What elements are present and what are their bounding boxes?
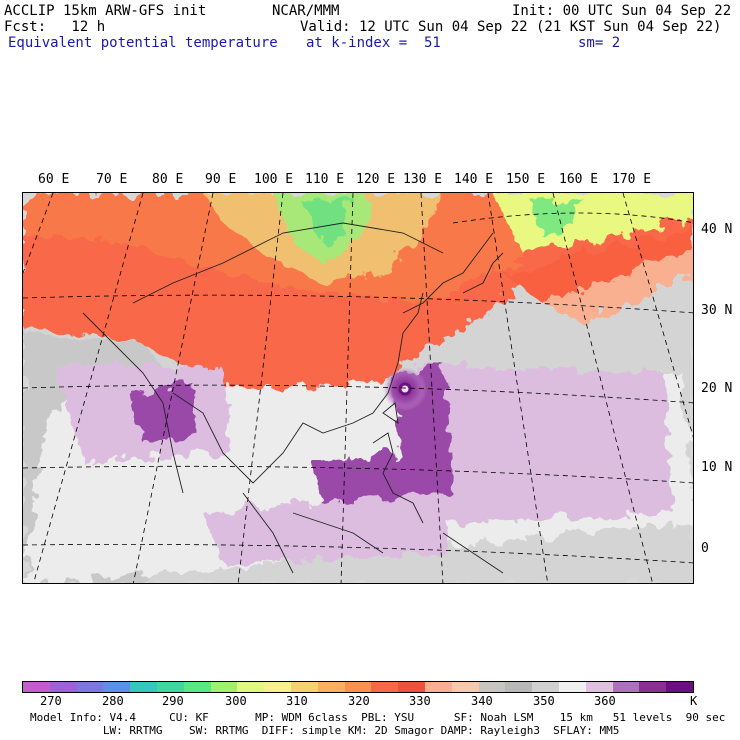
colorbar-swatch [156,682,184,692]
colorbar-swatch [103,682,131,692]
latitude-label: 30 N [701,303,733,318]
longitude-label: 120 E [356,172,396,187]
longitude-label: 160 E [559,172,599,187]
coastlines [82,222,504,574]
colorbar-swatch [532,682,559,692]
colorbar-tick-label: 310 [286,694,308,708]
longitude-label: 60 E [38,172,70,187]
colorbar-swatch [76,682,104,692]
colorbar-swatch [398,682,425,692]
colorbar-swatch [130,682,157,692]
colorbar-swatch [344,682,372,692]
title-run: ACCLIP 15km ARW-GFS init [4,3,207,19]
valid-time: Valid: 12 UTC Sun 04 Sep 22 (21 KST Sun … [300,19,722,35]
colorbar-tick-label: 270 [40,694,62,708]
pale-band-pacific [543,248,693,323]
colorbar-tick-label: 350 [533,694,555,708]
model-info-line2: LW: RRTMG SW: RRTMG DIFF: simple KM: 2D … [30,724,620,737]
colorbar-tick-label: 320 [348,694,370,708]
colorbar-swatch [585,682,613,692]
colorbar-unit: K [690,694,698,708]
forecast-hour: Fcst: 12 h [4,19,106,35]
colorbar-tick-label: 340 [471,694,493,708]
map-canvas [23,193,693,583]
longitude-label: 170 E [612,172,652,187]
green-ne [533,198,583,233]
colorbar-tick-label: 360 [594,694,616,708]
colorbar-swatch [424,682,452,692]
colorbar-swatch [317,682,345,692]
lavender-south [203,493,453,563]
colorbar-swatch [264,682,291,692]
latitude-label: 20 N [701,381,733,396]
colorbar-swatch [478,682,506,692]
init-time: Init: 00 UTC Sun 04 Sep 22 [512,3,732,19]
colorbar-swatch [505,682,533,692]
colorbar-swatch [183,682,211,692]
colorbar-swatch [23,682,50,692]
map-panel [22,192,694,584]
colorbar-swatch [210,682,238,692]
longitude-label: 150 E [506,172,546,187]
longitude-label: 130 E [403,172,443,187]
colorbar-swatch [237,682,265,692]
colorbar-tick-label: 330 [409,694,431,708]
colorbar-swatch [639,682,667,692]
warm-band-pacific [503,228,693,303]
colorbar-swatch [558,682,586,692]
longitude-label: 80 E [152,172,184,187]
k-index: at k-index = 51 [306,35,441,51]
colorbar-swatch [612,682,640,692]
smoothing: sm= 2 [578,35,621,51]
longitude-label: 70 E [96,172,128,187]
colorbar-swatch [371,682,399,692]
latitude-label: 10 N [701,460,733,475]
colorbar-tick-label: 300 [225,694,247,708]
colorbar-swatch [666,682,693,692]
colorbar-tick-label: 290 [162,694,184,708]
title-org: NCAR/MMM [272,3,340,19]
longitude-label: 140 E [454,172,494,187]
model-info-line1: Model Info: V4.4 CU: KF MP: WDM 6class P… [30,711,726,724]
lavender-west-pacific [413,363,673,523]
colorbar-swatch [49,682,77,692]
purple-bay-of-bengal [133,383,198,443]
colorbar-swatch [290,682,318,692]
colorbar-swatch [451,682,479,692]
longitude-label: 90 E [205,172,237,187]
latitude-label: 40 N [701,222,733,237]
colorbar [22,681,694,693]
colorbar-tick-label: 280 [102,694,124,708]
longitude-label: 100 E [254,172,294,187]
green-mongolia-core [303,198,353,243]
longitude-label: 110 E [305,172,345,187]
latitude-label: 0 [701,541,709,556]
field-name: Equivalent potential temperature [8,35,278,51]
